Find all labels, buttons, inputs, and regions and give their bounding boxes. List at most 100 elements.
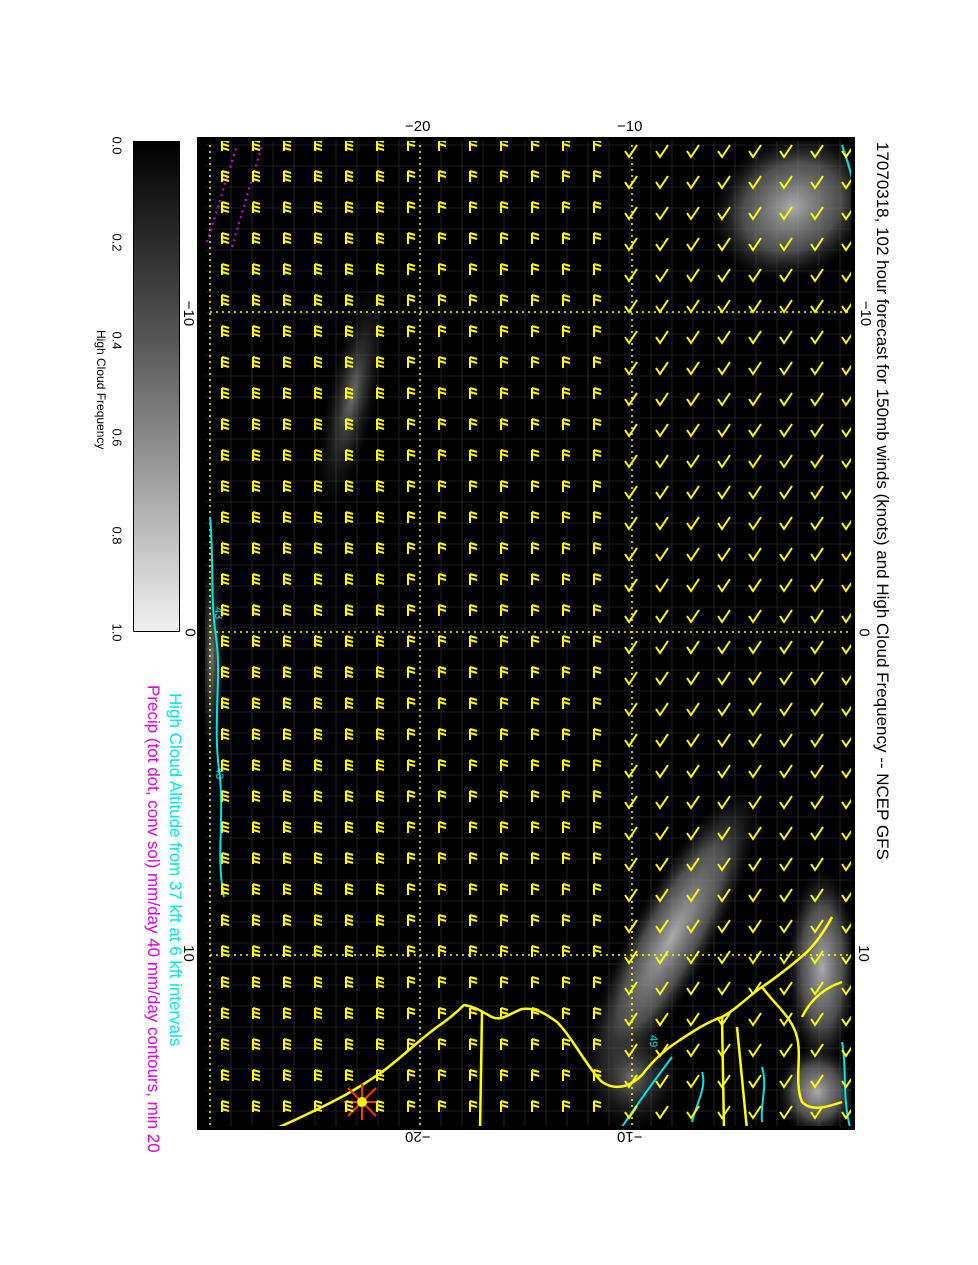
wind-barb <box>407 511 416 523</box>
wind-barb <box>345 914 354 926</box>
wind-barb <box>593 1069 602 1081</box>
cloud-altitude-contours <box>209 144 854 1128</box>
wind-barb <box>810 764 824 779</box>
wind-barb <box>283 1007 292 1019</box>
wind-barb <box>593 759 602 771</box>
wind-barb <box>221 759 230 771</box>
wind-barb <box>748 609 762 624</box>
wind-barb <box>438 852 447 864</box>
wind-barb <box>407 449 416 461</box>
wind-barb <box>686 950 700 965</box>
wind-barb <box>469 294 478 306</box>
wind-barb <box>779 795 793 810</box>
wind-barb <box>562 573 571 585</box>
cloud-altitude-contour <box>691 1071 705 1123</box>
wind-barb <box>221 945 230 957</box>
wind-barb <box>283 387 292 399</box>
wind-barb <box>531 728 540 740</box>
wind-barb <box>624 578 638 593</box>
wind-barb <box>779 950 793 965</box>
wind-barb <box>531 1069 540 1081</box>
wind-barb <box>438 263 447 275</box>
colorbar <box>133 141 180 632</box>
wind-barb <box>810 640 824 655</box>
wind-barb <box>376 356 385 368</box>
wind-barb <box>748 485 762 500</box>
wind-barb <box>531 1007 540 1019</box>
wind-barb <box>748 1074 762 1089</box>
wind-barb <box>283 232 292 244</box>
wind-barb <box>562 635 571 647</box>
wind-barb <box>531 170 540 182</box>
wind-barb <box>407 1069 416 1081</box>
wind-barb <box>376 728 385 740</box>
bottom-axis-label: −20 <box>405 1128 431 1145</box>
wind-barb <box>345 1007 354 1019</box>
axis-bar <box>851 137 855 1130</box>
wind-barb <box>221 294 230 306</box>
wind-barb <box>221 604 230 616</box>
wind-barb <box>438 945 447 957</box>
wind-barb <box>283 480 292 492</box>
wind-barb <box>438 666 447 678</box>
wind-barb <box>314 1069 323 1081</box>
left-axis-label: −10 <box>180 300 198 327</box>
wind-barb <box>345 883 354 895</box>
wind-barb <box>221 263 230 275</box>
wind-barb <box>593 418 602 430</box>
wind-barb <box>469 1007 478 1019</box>
wind-barb <box>283 511 292 523</box>
wind-barb <box>283 728 292 740</box>
storm-marker-icon <box>344 1084 380 1120</box>
wind-barb <box>283 418 292 430</box>
wind-barb <box>252 604 261 616</box>
colorbar-tick-label: 0.4 <box>109 331 125 350</box>
wind-barb <box>283 883 292 895</box>
wind-barb <box>562 604 571 616</box>
wind-barb <box>624 702 638 717</box>
border <box>720 1016 726 1130</box>
wind-barb <box>562 542 571 554</box>
wind-barb <box>779 206 793 221</box>
wind-barb <box>562 387 571 399</box>
wind-barb <box>469 356 478 368</box>
wind-barb <box>686 516 700 531</box>
wind-barb <box>686 857 700 872</box>
wind-barb <box>500 170 509 182</box>
wind-barb <box>314 573 323 585</box>
wind-barb <box>345 449 354 461</box>
wind-barb <box>438 697 447 709</box>
wind-barb <box>686 1043 700 1058</box>
wind-barb <box>562 728 571 740</box>
wind-barb <box>407 542 416 554</box>
wind-barb <box>624 268 638 283</box>
wind-barb <box>562 1100 571 1112</box>
wind-barb <box>717 1043 731 1058</box>
wind-barb <box>624 1043 638 1058</box>
wind-barb <box>748 361 762 376</box>
wind-barb <box>717 826 731 841</box>
wind-barb <box>531 511 540 523</box>
wind-barb <box>593 480 602 492</box>
wind-barb <box>655 888 669 903</box>
wind-barb <box>252 1038 261 1050</box>
wind-barb <box>221 790 230 802</box>
wind-barb <box>779 516 793 531</box>
wind-barb <box>314 480 323 492</box>
wind-barb <box>717 361 731 376</box>
wind-barb <box>376 573 385 585</box>
wind-barb <box>624 950 638 965</box>
wind-barb <box>810 1105 824 1120</box>
wind-barb <box>345 604 354 616</box>
wind-barb <box>748 1012 762 1027</box>
wind-barb <box>469 263 478 275</box>
wind-barb <box>283 759 292 771</box>
wind-barb <box>221 1069 230 1081</box>
wind-barb <box>686 423 700 438</box>
wind-barb <box>252 759 261 771</box>
wind-barb <box>717 919 731 934</box>
wind-barb <box>345 356 354 368</box>
wind-barb <box>376 294 385 306</box>
wind-barb <box>748 547 762 562</box>
